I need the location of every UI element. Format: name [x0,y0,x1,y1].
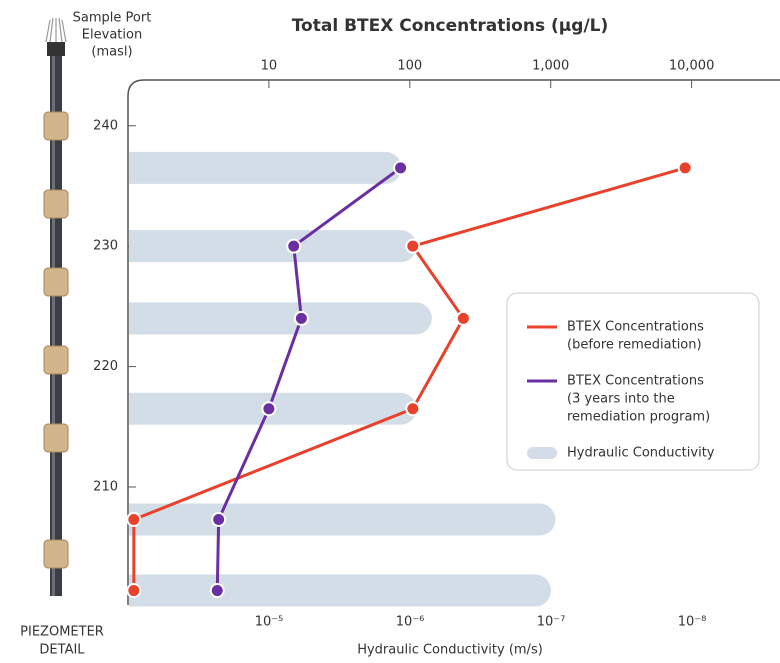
series-point [455,310,471,326]
conductivity-bar [129,503,556,536]
y-tick-label: 210 [93,479,118,494]
x-tick-label: 10,000 [669,59,715,74]
series-point [126,512,142,528]
series-point [209,583,225,599]
y-axis-label: (masl) [91,45,132,60]
series-point [293,310,309,326]
series-line [215,166,402,591]
plot-frame [127,79,780,605]
legend-label: BTEX Concentrations [567,374,704,389]
series-point [677,160,693,176]
series-point [211,512,227,528]
x-tick-label: 10 [261,59,278,74]
side-label: DETAIL [39,643,85,658]
y-tick-label: 230 [93,239,118,254]
x-tick-label: 100 [397,59,422,74]
x2-axis-label: Hydraulic Conductivity (m/s) [357,643,543,658]
y-axis-label: Elevation [82,28,142,43]
x2-tick-label: 10⁻⁵ [255,615,284,630]
series-point [126,583,142,599]
conductivity-bar [129,574,552,607]
series-line [132,166,686,591]
y-tick-label: 220 [93,359,118,374]
series-point [405,238,421,254]
chart-title: Total BTEX Concentrations (μg/L) [292,16,609,36]
conductivity-bar [129,302,432,335]
x2-tick-label: 10⁻⁷ [537,615,566,630]
series-point [286,238,302,254]
legend-label: Hydraulic Conductivity [567,446,715,461]
legend-swatch [527,447,557,459]
legend-label: (3 years into the [567,392,675,407]
y-axis-label: Sample Port [73,11,152,26]
side-label: PIEZOMETER [20,625,104,640]
conductivity-bar [129,230,417,263]
series-point [261,401,277,417]
series-point [393,160,409,176]
legend-label: BTEX Concentrations [567,320,704,335]
x2-tick-label: 10⁻⁸ [678,615,707,630]
x2-tick-label: 10⁻⁶ [396,615,425,630]
series-point [405,401,421,417]
piezometer [43,17,69,596]
legend-box [506,292,760,471]
y-tick-label: 240 [93,118,118,133]
legend-label: remediation program) [567,410,710,425]
legend-label: (before remediation) [567,338,702,353]
x-tick-label: 1,000 [532,59,569,74]
conductivity-bar [129,151,402,184]
